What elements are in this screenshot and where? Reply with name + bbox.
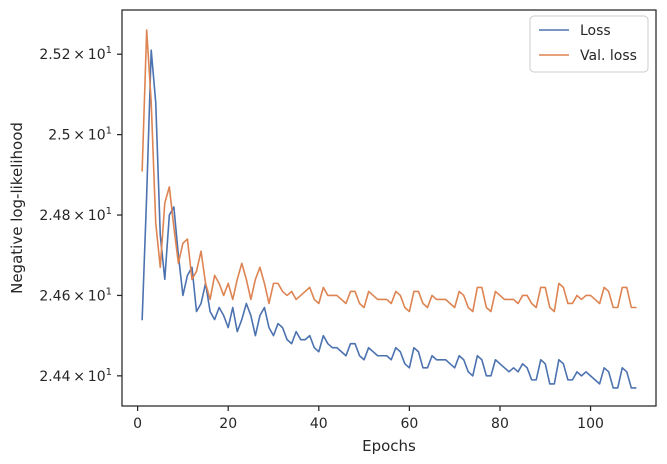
x-tick-label: 80 (491, 416, 509, 432)
y-axis-label: Negative log-likelihood (8, 122, 26, 294)
x-tick-label: 0 (133, 416, 142, 432)
plot-area-background (122, 10, 656, 406)
legend-label-loss: Loss (580, 23, 611, 39)
legend: Loss Val. loss (529, 15, 649, 73)
x-tick-label: 60 (400, 416, 418, 432)
x-tick-label: 20 (219, 416, 237, 432)
axes-frame (121, 9, 657, 407)
series-layer (141, 29, 637, 389)
x-axis-ticks: 0 20 40 60 80 100 (133, 406, 604, 432)
y-tick-label: 2.5 × 101 (48, 126, 112, 144)
y-tick-label: 2.46 × 101 (39, 286, 112, 304)
series-line-val-loss (141, 29, 637, 313)
x-tick-label: 40 (310, 416, 328, 432)
y-tick-label: 2.48 × 101 (39, 206, 112, 224)
x-tick-label: 100 (577, 416, 604, 432)
x-axis-label: Epochs (362, 437, 416, 455)
legend-label-val-loss: Val. loss (580, 48, 637, 64)
y-axis-ticks: 2.44 × 101 2.46 × 101 2.48 × 101 2.5 × 101 2… (39, 45, 122, 385)
series-line-loss (141, 49, 637, 389)
y-tick-label: 2.52 × 101 (39, 45, 112, 63)
y-tick-label: 2.44 × 101 (39, 367, 112, 385)
